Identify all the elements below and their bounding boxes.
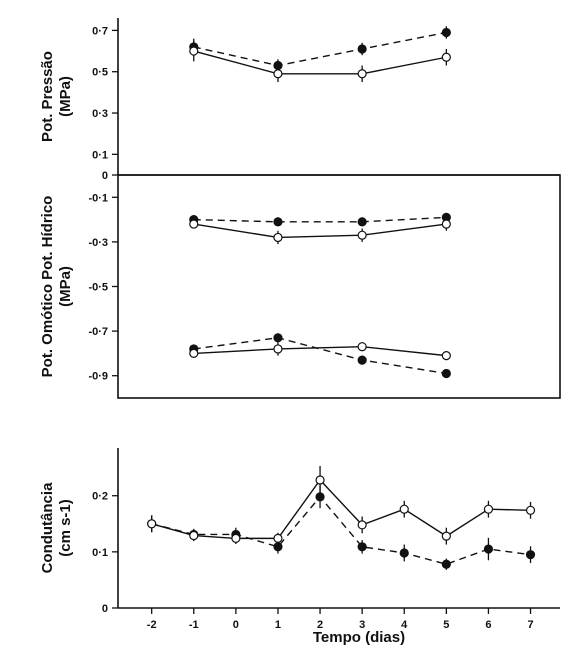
y-tick-label: 0·1: [92, 547, 108, 559]
filled-marker: [273, 542, 283, 552]
y-tick-label: 0: [102, 170, 108, 182]
open-marker: [441, 52, 451, 62]
open-marker: [273, 232, 283, 243]
open-marker: [357, 230, 367, 240]
y-tick-label: -0·1: [88, 192, 108, 204]
filled-marker: [483, 544, 494, 554]
filled-marker: [357, 542, 367, 552]
y-tick-label: 0·3: [92, 108, 108, 120]
x-tick-label: 7: [527, 619, 533, 631]
dashed-series-line: [193, 216, 447, 223]
y-tick-label: 0·1: [92, 149, 108, 161]
open-marker: [189, 348, 199, 358]
dashed-series-line: [151, 495, 531, 565]
y-tick-label: -0·5: [88, 282, 108, 294]
filled-marker: [273, 333, 283, 343]
filled-marker: [441, 27, 451, 38]
open-marker: [441, 351, 451, 361]
filled-marker: [441, 559, 451, 569]
filled-marker: [399, 548, 409, 558]
open-marker: [441, 531, 451, 541]
filled-marker: [357, 217, 367, 227]
open-marker: [441, 219, 451, 229]
open-marker: [231, 533, 241, 543]
conductance-panel: 0 0·1 0·2 Condutância (cm s-1) -2 -1 0 1 2 3 4 5 6 7: [39, 448, 560, 631]
y-tick-label: -0·7: [88, 326, 108, 338]
y-tick-label: 0·5: [92, 67, 108, 79]
dashed-series-line: [193, 337, 447, 375]
open-marker: [357, 342, 367, 352]
y-axis-label: Pot. Omótico Pot. Hídrico: [39, 196, 56, 378]
solid-series-line: [193, 346, 447, 357]
open-marker: [189, 530, 199, 541]
filled-marker: [441, 368, 451, 379]
x-tick-label: 5: [443, 619, 449, 631]
open-marker: [483, 504, 494, 514]
y-tick-label: -0·3: [88, 237, 108, 249]
open-marker: [147, 519, 157, 529]
open-marker: [315, 475, 325, 485]
y-tick-label: -0·9: [88, 371, 108, 383]
y-tick-label: 0: [102, 603, 108, 615]
solid-series-line: [151, 478, 531, 540]
open-marker: [273, 69, 283, 79]
filled-marker: [357, 44, 367, 54]
y-axis-label: Pot. Pressão: [39, 51, 56, 142]
open-marker: [189, 46, 199, 56]
y-axis-label: Condutância: [39, 482, 56, 573]
x-axis-title: Tempo (dias): [313, 629, 405, 646]
y-axis-label: (MPa): [57, 76, 74, 117]
y-axis-label: (MPa): [57, 266, 74, 307]
open-marker: [273, 344, 283, 354]
x-tick-label: 6: [485, 619, 491, 631]
filled-marker: [273, 217, 283, 227]
filled-marker: [525, 550, 536, 560]
open-marker: [399, 504, 409, 514]
panel-frame: [117, 174, 561, 399]
y-tick-label: 0·2: [92, 491, 108, 503]
solid-series-line: [193, 50, 447, 75]
solid-series-line: [193, 223, 447, 239]
y-axis-label: (cm s-1): [57, 499, 74, 557]
filled-marker: [315, 492, 325, 502]
x-tick-label: 3: [359, 619, 365, 631]
x-tick-label: -1: [189, 619, 199, 631]
x-tick-label: -2: [147, 619, 157, 631]
water-osmotic-panel: -0·1 -0·3 -0·5 -0·7 -0·9 Pot. Omótico Pot. Hí…: [39, 174, 561, 399]
open-marker: [273, 533, 283, 543]
x-tick-label: 4: [401, 619, 408, 631]
open-marker: [357, 520, 367, 530]
y-tick-label: 0·7: [92, 25, 108, 37]
open-marker: [189, 219, 199, 229]
filled-marker: [357, 355, 367, 365]
x-tick-label: 2: [317, 619, 323, 631]
filled-marker: [273, 60, 283, 71]
x-tick-label: 0: [233, 619, 239, 631]
open-marker: [357, 69, 367, 79]
open-marker: [525, 505, 536, 515]
pressure-panel: 0 0·1 0·3 0·5 0·7 Pot. Pressão (MPa): [39, 18, 560, 182]
x-tick-label: 1: [275, 619, 281, 631]
